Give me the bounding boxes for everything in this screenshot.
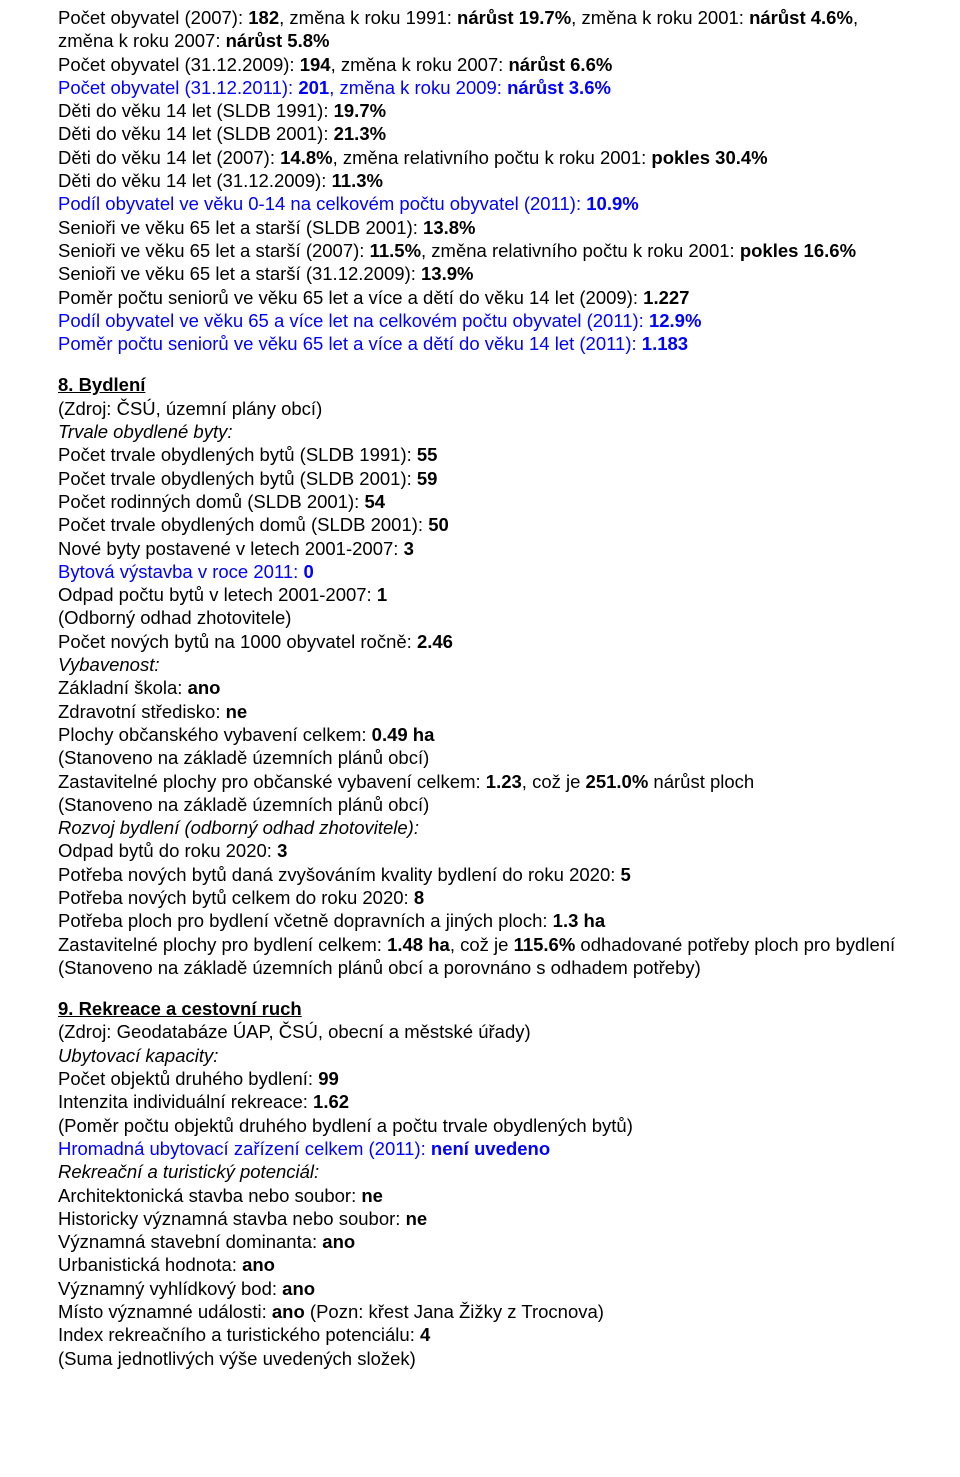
text-line: Významná stavební dominanta: ano — [58, 1230, 942, 1253]
text-line: Zastavitelné plochy pro občanské vybaven… — [58, 770, 942, 793]
text-line: Nové byty postavené v letech 2001-2007: … — [58, 537, 942, 560]
text-line: Počet obyvatel (31.12.2011): 201, změna … — [58, 76, 942, 99]
text-line: Počet rodinných domů (SLDB 2001): 54 — [58, 490, 942, 513]
text-line: Odpad bytů do roku 2020: 3 — [58, 839, 942, 862]
text-line: Senioři ve věku 65 let a starší (2007): … — [58, 239, 942, 262]
text-line: Bytová výstavba v roce 2011: 0 — [58, 560, 942, 583]
text-line: Urbanistická hodnota: ano — [58, 1253, 942, 1276]
population-section: Počet obyvatel (2007): 182, změna k roku… — [58, 6, 942, 355]
recreation-section: 9. Rekreace a cestovní ruch (Zdroj: Geod… — [58, 997, 942, 1370]
text-line: Děti do věku 14 let (2007): 14.8%, změna… — [58, 146, 942, 169]
note-line: (Odborný odhad zhotovitele) — [58, 606, 942, 629]
text-line: Počet trvale obydlených bytů (SLDB 2001)… — [58, 467, 942, 490]
text-line: Potřeba nových bytů daná zvyšováním kval… — [58, 863, 942, 886]
subsection-title: Trvale obydlené byty: — [58, 420, 942, 443]
text-line: Poměr počtu seniorů ve věku 65 let a víc… — [58, 332, 942, 355]
text-line: Děti do věku 14 let (SLDB 2001): 21.3% — [58, 122, 942, 145]
text-line: Děti do věku 14 let (SLDB 1991): 19.7% — [58, 99, 942, 122]
note-line: (Stanoveno na základě územních plánů obc… — [58, 793, 942, 816]
text-line: Počet nových bytů na 1000 obyvatel ročně… — [58, 630, 942, 653]
text-line: Historicky významná stavba nebo soubor: … — [58, 1207, 942, 1230]
text-line: Plochy občanského vybavení celkem: 0.49 … — [58, 723, 942, 746]
text-line: Poměr počtu seniorů ve věku 65 let a víc… — [58, 286, 942, 309]
subsection-title: Rozvoj bydlení (odborný odhad zhotovitel… — [58, 816, 942, 839]
text-line: Počet trvale obydlených domů (SLDB 2001)… — [58, 513, 942, 536]
text-line: Potřeba nových bytů celkem do roku 2020:… — [58, 886, 942, 909]
source-line: (Zdroj: ČSÚ, územní plány obcí) — [58, 397, 942, 420]
text-line: Senioři ve věku 65 let a starší (31.12.2… — [58, 262, 942, 285]
text-line: Hromadná ubytovací zařízení celkem (2011… — [58, 1137, 942, 1160]
text-line: Děti do věku 14 let (31.12.2009): 11.3% — [58, 169, 942, 192]
note-line: (Suma jednotlivých výše uvedených složek… — [58, 1347, 942, 1370]
text-line: Index rekreačního a turistického potenci… — [58, 1323, 942, 1346]
note-line: (Stanoveno na základě územních plánů obc… — [58, 956, 942, 979]
text-line: Potřeba ploch pro bydlení včetně dopravn… — [58, 909, 942, 932]
text-line: Počet objektů druhého bydlení: 99 — [58, 1067, 942, 1090]
section-title: 9. Rekreace a cestovní ruch — [58, 997, 942, 1020]
note-line: (Stanoveno na základě územních plánů obc… — [58, 746, 942, 769]
note-line: (Poměr počtu objektů druhého bydlení a p… — [58, 1114, 942, 1137]
text-line: Architektonická stavba nebo soubor: ne — [58, 1184, 942, 1207]
text-line: Senioři ve věku 65 let a starší (SLDB 20… — [58, 216, 942, 239]
subsection-title: Rekreační a turistický potenciál: — [58, 1160, 942, 1183]
text-line: Počet obyvatel (2007): 182, změna k roku… — [58, 6, 942, 29]
subsection-title: Vybavenost: — [58, 653, 942, 676]
text-line: Základní škola: ano — [58, 676, 942, 699]
text-line: Podíl obyvatel ve věku 65 a více let na … — [58, 309, 942, 332]
text-line: Zastavitelné plochy pro bydlení celkem: … — [58, 933, 942, 956]
text-line: Počet trvale obydlených bytů (SLDB 1991)… — [58, 443, 942, 466]
text-line: Významný vyhlídkový bod: ano — [58, 1277, 942, 1300]
text-line: změna k roku 2007: nárůst 5.8% — [58, 29, 942, 52]
text-line: Podíl obyvatel ve věku 0-14 na celkovém … — [58, 192, 942, 215]
source-line: (Zdroj: Geodatabáze ÚAP, ČSÚ, obecní a m… — [58, 1020, 942, 1043]
section-title: 8. Bydlení — [58, 373, 942, 396]
subsection-title: Ubytovací kapacity: — [58, 1044, 942, 1067]
text-line: Počet obyvatel (31.12.2009): 194, změna … — [58, 53, 942, 76]
text-line: Intenzita individuální rekreace: 1.62 — [58, 1090, 942, 1113]
text-line: Zdravotní středisko: ne — [58, 700, 942, 723]
housing-section: 8. Bydlení (Zdroj: ČSÚ, územní plány obc… — [58, 373, 942, 979]
text-line: Odpad počtu bytů v letech 2001-2007: 1 — [58, 583, 942, 606]
text-line: Místo významné události: ano (Pozn: křes… — [58, 1300, 942, 1323]
